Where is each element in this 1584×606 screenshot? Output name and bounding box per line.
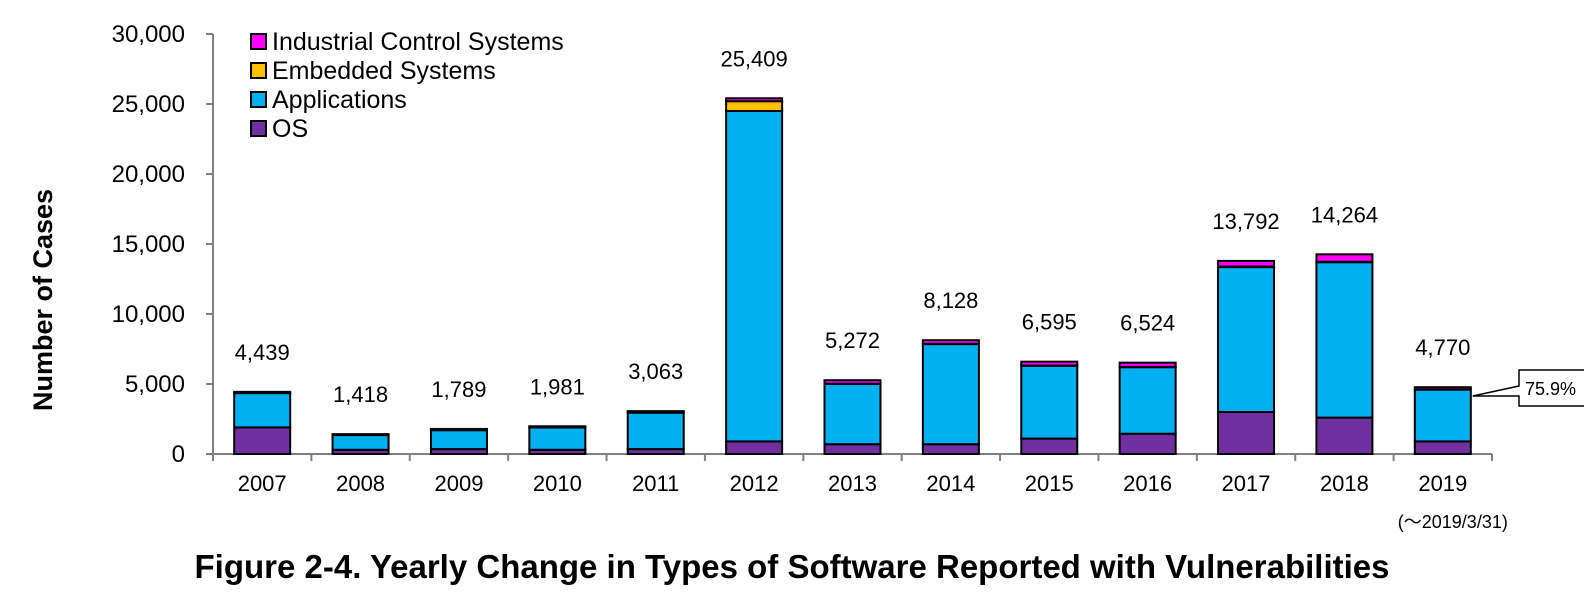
bar-segment-industrial-control-systems xyxy=(528,425,587,429)
bar-segment-applications xyxy=(921,343,980,446)
legend-swatch xyxy=(250,91,267,108)
total-label: 13,792 xyxy=(1212,209,1279,234)
bar-segment-os xyxy=(1413,440,1472,455)
bar-segment-applications xyxy=(823,383,882,446)
bar-segment-industrial-control-systems xyxy=(1217,259,1276,268)
y-tick-label: 30,000 xyxy=(112,21,185,48)
bar-segment-industrial-control-systems xyxy=(233,390,292,394)
bar-segment-industrial-control-systems xyxy=(1315,253,1374,263)
x-tick-label: 2010 xyxy=(533,471,582,496)
y-tick-label: 5,000 xyxy=(125,371,185,398)
bar-segment-os xyxy=(725,440,784,455)
total-label: 1,981 xyxy=(530,374,585,399)
legend-label: OS xyxy=(272,115,308,143)
bar-segment-industrial-control-systems xyxy=(1413,386,1472,391)
callout-box xyxy=(1472,369,1584,407)
x-tick-label: 2016 xyxy=(1123,471,1172,496)
callout-text: 75.9% xyxy=(1525,379,1576,399)
x-tick-label: 2008 xyxy=(336,471,385,496)
total-label: 5,272 xyxy=(825,328,880,353)
legend-swatch xyxy=(250,33,267,50)
legend-label: Industrial Control Systems xyxy=(272,28,564,56)
bar-segment-applications xyxy=(626,411,685,451)
bar-segment-applications xyxy=(725,110,784,443)
x-tick-label: 2019 xyxy=(1418,471,1467,496)
y-tick-label: 20,000 xyxy=(112,161,185,188)
bars xyxy=(233,97,1472,456)
bar-segment-industrial-control-systems xyxy=(921,339,980,345)
x-tick-label: 2014 xyxy=(926,471,975,496)
bar-segment-os xyxy=(921,443,980,456)
figure-caption: Figure 2-4. Yearly Change in Types of So… xyxy=(194,548,1390,585)
bar-segment-applications xyxy=(1020,364,1079,440)
bar-segment-applications xyxy=(331,434,390,451)
bar-segment-os xyxy=(1315,416,1374,456)
legend-label: Applications xyxy=(272,86,407,114)
total-label: 25,409 xyxy=(720,46,787,71)
bar-segment-industrial-control-systems xyxy=(725,97,784,103)
chart: 0 5,000 10,000 15,000 20,000 25,000 30,000 200… xyxy=(28,21,1584,532)
bar-segment-applications xyxy=(1413,388,1472,443)
bar-segment-industrial-control-systems xyxy=(1118,361,1177,368)
total-label: 4,770 xyxy=(1415,335,1470,360)
bar-segment-industrial-control-systems xyxy=(626,410,685,414)
callout-2019: 75.9% xyxy=(1472,369,1584,407)
bar-segment-industrial-control-systems xyxy=(429,427,488,431)
y-tick-label: 10,000 xyxy=(112,301,185,328)
x-tick-label: 2011 xyxy=(632,471,679,496)
y-axis: 0 5,000 10,000 15,000 20,000 25,000 30,000 xyxy=(112,21,214,468)
x-tick-label: 2013 xyxy=(828,471,877,496)
bar-segment-applications xyxy=(233,392,292,429)
note-2019: (～2019/3/31) xyxy=(1398,512,1508,532)
bar-segment-applications xyxy=(429,429,488,451)
bar-segment-applications xyxy=(528,426,587,451)
total-label: 3,063 xyxy=(628,359,683,384)
bar-segment-applications xyxy=(1217,266,1276,413)
bar-segment-os xyxy=(1217,411,1276,455)
bar-segment-industrial-control-systems xyxy=(823,379,882,385)
legend-swatch xyxy=(250,120,267,137)
x-tick-label: 2007 xyxy=(238,471,287,496)
bar-segment-os xyxy=(1118,432,1177,456)
total-label: 1,789 xyxy=(431,377,486,402)
legend-swatch xyxy=(250,62,267,79)
x-tick-label: 2018 xyxy=(1320,471,1369,496)
total-label: 6,524 xyxy=(1120,311,1175,336)
total-label: 14,264 xyxy=(1311,202,1378,227)
x-axis: 2007 2008 2009 2010 2011 2012 2013 2014 2015 2016… xyxy=(212,453,1493,496)
bar-segment-applications xyxy=(1315,261,1374,419)
bar-segment-os xyxy=(1020,437,1079,456)
x-tick-label: 2012 xyxy=(730,471,779,496)
x-tick-label: 2017 xyxy=(1222,471,1271,496)
total-label: 8,128 xyxy=(923,288,978,313)
total-label: 1,418 xyxy=(333,382,388,407)
y-tick-label: 25,000 xyxy=(112,91,185,118)
bar-segment-industrial-control-systems xyxy=(1020,360,1079,367)
legend-label: Embedded Systems xyxy=(272,57,496,85)
y-axis-label: Number of Cases xyxy=(28,189,58,411)
total-label: 4,439 xyxy=(235,340,290,365)
bar-segment-os xyxy=(823,443,882,456)
bar-segment-industrial-control-systems xyxy=(331,433,390,436)
x-tick-label: 2009 xyxy=(434,471,483,496)
total-label: 6,595 xyxy=(1022,310,1077,335)
x-tick-label: 2015 xyxy=(1025,471,1074,496)
bar-segment-applications xyxy=(1118,366,1177,435)
y-tick-label: 15,000 xyxy=(112,231,185,258)
bar-segment-embedded-systems xyxy=(725,100,784,112)
bar-segment-os xyxy=(233,426,292,455)
y-tick-label: 0 xyxy=(172,441,185,468)
total-labels: 4,439 1,418 1,789 1,981 3,063 25,409 5,272 8,12… xyxy=(235,46,1471,407)
